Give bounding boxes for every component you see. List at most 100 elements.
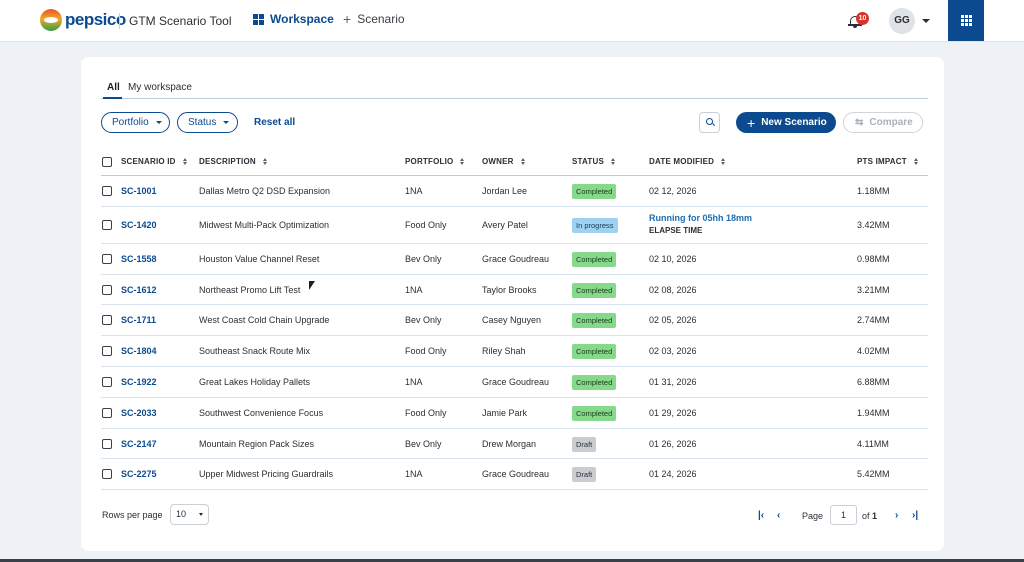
table-row[interactable]: SC-1804 Southeast Snack Route Mix Food O… [101, 336, 928, 367]
nav-scenario-label: Scenario [357, 12, 405, 26]
previous-page-icon[interactable]: ‹ [777, 510, 781, 521]
last-page-icon[interactable]: ›| [912, 510, 919, 521]
pts-impact-cell: 2.74MM [857, 315, 890, 326]
portfolio-filter[interactable]: Portfolio [101, 112, 170, 133]
first-page-icon[interactable]: |‹ [758, 510, 765, 521]
scenario-table: SCENARIO ID DESCRIPTION PORTFOLIO OWNER … [101, 149, 928, 491]
row-checkbox[interactable] [102, 315, 112, 326]
search-icon [706, 118, 713, 125]
table-row[interactable]: SC-2033 Southwest Convenience Focus Food… [101, 398, 928, 429]
owner-cell: Taylor Brooks [482, 284, 537, 295]
apps-menu-button[interactable] [948, 0, 984, 41]
date-modified-cell: 02 12, 2026 [649, 186, 697, 196]
portfolio-cell: 1NA [405, 376, 423, 387]
rows-per-page-select[interactable]: 10 [170, 504, 209, 525]
pts-impact-cell: 4.02MM [857, 346, 890, 357]
portfolio-cell: 1NA [405, 186, 423, 196]
scenario-id-link[interactable]: SC-1001 [121, 186, 157, 196]
column-header-owner[interactable]: OWNER [482, 157, 525, 166]
row-checkbox[interactable] [102, 219, 112, 230]
table-row[interactable]: SC-1001 Dallas Metro Q2 DSD Expansion 1N… [101, 176, 928, 207]
scenario-list-card: All My workspace Portfolio Status Reset … [81, 57, 944, 551]
status-badge: Completed [572, 374, 617, 390]
select-all-checkbox[interactable] [102, 157, 112, 167]
column-header-pts-impact[interactable]: PTS IMPACT [857, 157, 918, 166]
apps-grid-icon [960, 15, 972, 26]
pepsico-logo[interactable]: pepsico [40, 9, 126, 31]
table-row[interactable]: SC-1558 Houston Value Channel Reset Bev … [101, 244, 928, 275]
date-modified-cell: 01 24, 2026 [649, 469, 697, 480]
column-header-status[interactable]: STATUS [572, 157, 616, 166]
status-badge: Completed [572, 405, 617, 421]
date-modified-cell: 02 03, 2026 [649, 346, 697, 357]
description-cell: Mountain Region Pack Sizes [199, 438, 315, 449]
grid-icon [253, 13, 264, 25]
tab-all[interactable]: All [107, 82, 120, 93]
scenario-id-link[interactable]: SC-1804 [121, 346, 157, 357]
row-checkbox[interactable] [102, 346, 112, 357]
scenario-id-link[interactable]: SC-1558 [121, 253, 157, 264]
portfolio-cell: 1NA [405, 284, 423, 295]
scenario-id-link[interactable]: SC-2275 [121, 469, 157, 480]
search-button[interactable] [699, 112, 720, 133]
page-of-label: of 1 [862, 511, 878, 521]
owner-cell: Grace Goudreau [482, 253, 550, 264]
table-row[interactable]: SC-1711 West Coast Cold Chain Upgrade Be… [101, 305, 928, 337]
scenario-id-link[interactable]: SC-1612 [121, 284, 157, 295]
date-modified-cell: 01 29, 2026 [649, 407, 697, 418]
running-time-text: Running for 05hh 18mm [649, 212, 753, 223]
row-checkbox[interactable] [102, 186, 112, 196]
row-checkbox[interactable] [102, 438, 112, 449]
status-badge: Completed [572, 282, 617, 298]
scenario-id-link[interactable]: SC-1711 [121, 315, 157, 326]
row-checkbox[interactable] [102, 407, 112, 418]
sort-icon [182, 158, 187, 165]
owner-cell: Jamie Park [482, 407, 528, 418]
nav-workspace[interactable]: Workspace [253, 12, 334, 26]
table-header: SCENARIO ID DESCRIPTION PORTFOLIO OWNER … [101, 149, 928, 176]
table-row[interactable]: SC-1612 Northeast Promo Lift Test 1NA Ta… [101, 275, 928, 306]
nav-scenario[interactable]: + Scenario [343, 12, 405, 26]
date-modified-cell: 02 05, 2026 [649, 315, 697, 326]
page-number-input[interactable]: 1 [830, 505, 857, 525]
filter-toolbar: Portfolio Status Reset all + New Scenari… [101, 112, 924, 134]
status-filter-label: Status [188, 117, 217, 128]
reset-all-link[interactable]: Reset all [254, 117, 296, 128]
table-row[interactable]: SC-1922 Great Lakes Holiday Pallets 1NA … [101, 367, 928, 398]
description-cell: Dallas Metro Q2 DSD Expansion [199, 186, 331, 196]
column-header-date-modified[interactable]: DATE MODIFIED [649, 157, 726, 166]
scenario-id-link[interactable]: SC-2033 [121, 407, 157, 418]
tab-my-workspace[interactable]: My workspace [128, 82, 192, 93]
compare-button[interactable]: ⇆ Compare [843, 112, 923, 133]
row-checkbox[interactable] [102, 284, 112, 295]
table-row[interactable]: SC-2275 Upper Midwest Pricing Guardrails… [101, 459, 928, 491]
column-header-portfolio[interactable]: PORTFOLIO [405, 157, 465, 166]
row-checkbox[interactable] [102, 376, 112, 387]
column-header-description[interactable]: DESCRIPTION [199, 157, 267, 166]
new-scenario-button[interactable]: + New Scenario [736, 112, 836, 133]
portfolio-cell: Food Only [405, 219, 447, 230]
table-row[interactable]: SC-2147 Mountain Region Pack Sizes Bev O… [101, 429, 928, 460]
column-header-scenario-id[interactable]: SCENARIO ID [121, 157, 187, 166]
scenario-id-link[interactable]: SC-1420 [121, 219, 157, 230]
chevron-down-icon [199, 513, 203, 516]
row-checkbox[interactable] [102, 253, 112, 264]
user-avatar[interactable]: GG [889, 8, 915, 34]
status-badge: Draft [572, 467, 597, 483]
portfolio-cell: Bev Only [405, 438, 442, 449]
next-page-icon[interactable]: › [895, 510, 899, 521]
description-cell: West Coast Cold Chain Upgrade [199, 315, 330, 326]
status-filter[interactable]: Status [177, 112, 238, 133]
pts-impact-cell: 3.21MM [857, 284, 890, 295]
sort-icon [913, 158, 918, 165]
nav-workspace-label: Workspace [270, 12, 334, 26]
scenario-id-link[interactable]: SC-2147 [121, 438, 157, 449]
chevron-down-icon[interactable] [922, 19, 930, 23]
scenario-id-link[interactable]: SC-1922 [121, 376, 157, 387]
new-scenario-label: New Scenario [761, 117, 827, 128]
table-row[interactable]: SC-1420 Midwest Multi-Pack Optimization … [101, 207, 928, 244]
row-checkbox[interactable] [102, 469, 112, 480]
pts-impact-cell: 4.11MM [857, 438, 889, 449]
app-title: GTM Scenario Tool [129, 14, 232, 28]
owner-cell: Grace Goudreau [482, 469, 550, 480]
